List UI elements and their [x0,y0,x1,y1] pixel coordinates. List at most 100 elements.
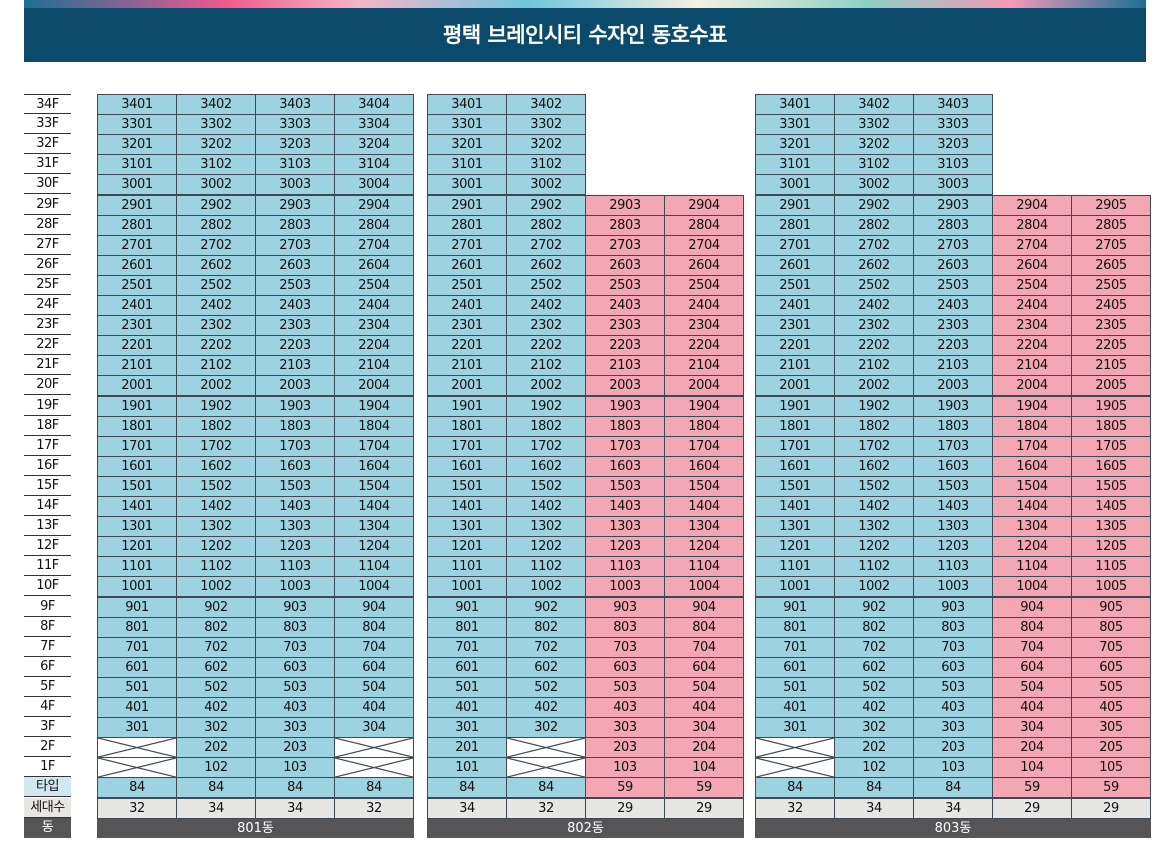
unit-cell: 2905 [1071,194,1151,216]
unit-cell: 2104 [334,355,414,377]
unit-cell: 602 [834,656,914,678]
unit-cell: 3101 [427,154,507,176]
floor-label: 20F [24,375,71,396]
unit-cell: 2204 [664,335,744,357]
unit-cell: 1304 [664,516,744,538]
unit-cell: 1202 [506,536,586,558]
empty-unit-cell [506,737,586,759]
unit-cell: 204 [992,737,1072,759]
empty-unit-cell [755,757,835,779]
unit-cell: 704 [334,636,414,658]
unit-cell: 1502 [176,475,256,497]
unit-cell: 804 [334,616,414,638]
unit-cell: 1102 [834,556,914,578]
unit-cell: 2101 [755,355,835,377]
no-unit-cross-icon [98,758,176,777]
unit-cell: 2303 [913,315,993,337]
unit-cell: 1501 [97,475,177,497]
unit-cell: 1002 [834,576,914,598]
unit-cell: 601 [755,656,835,678]
unit-cell: 702 [506,636,586,658]
unit-cell: 2902 [834,194,914,216]
unit-cell: 2102 [834,355,914,377]
unit-cell: 2401 [97,295,177,317]
unit-cell: 1603 [913,455,993,477]
unit-cell: 104 [664,757,744,779]
unit-cell: 1601 [755,455,835,477]
unit-cell: 1004 [664,576,744,598]
unit-cell: 3403 [255,94,335,116]
unit-cell: 1001 [427,576,507,598]
unit-cell: 2102 [506,355,586,377]
unit-cell: 1902 [506,395,586,417]
unit-cell: 1804 [664,415,744,437]
unit-cell: 1901 [755,395,835,417]
floor-label: 16F [24,456,71,476]
unit-cell: 1703 [585,435,665,457]
unit-cell: 603 [585,656,665,678]
unit-cell: 2004 [992,375,1072,397]
no-unit-cross-icon [335,758,413,777]
unit-cell: 2204 [992,335,1072,357]
floor-label: 5F [24,677,71,697]
building-name-bar: 802동 [427,818,744,838]
floor-label: 7F [24,637,71,657]
unit-cell: 504 [334,676,414,698]
unit-cell: 803 [585,616,665,638]
empty-unit-cell [755,737,835,759]
unit-cell: 2002 [506,375,586,397]
unit-cell: 2803 [913,214,993,236]
unit-cell: 1803 [585,415,665,437]
household-count-cell: 29 [992,797,1072,819]
unit-cell: 3404 [334,94,414,116]
unit-cell: 503 [585,676,665,698]
unit-cell: 502 [834,676,914,698]
page-title: 평택 브레인시티 수자인 동호수표 [443,23,727,47]
unit-cell: 803 [255,616,335,638]
unit-cell: 2301 [97,315,177,337]
unit-cell: 2201 [755,335,835,357]
unit-cell: 1004 [334,576,414,598]
unit-cell: 3203 [255,134,335,156]
unit-cell: 2402 [834,295,914,317]
unit-cell: 1401 [755,496,835,518]
unit-cell: 1804 [992,415,1072,437]
unit-cell: 2901 [97,194,177,216]
unit-cell: 2103 [255,355,335,377]
unit-cell: 101 [427,757,507,779]
unit-cell: 1903 [255,395,335,417]
unit-cell: 3402 [506,94,586,116]
unit-cell: 3301 [755,114,835,136]
unit-cell: 2003 [585,375,665,397]
unit-cell: 1402 [834,496,914,518]
unit-cell: 504 [664,676,744,698]
unit-cell: 1403 [585,496,665,518]
unit-cell: 2004 [334,375,414,397]
unit-cell: 103 [913,757,993,779]
unit-cell: 3103 [255,154,335,176]
unit-cell: 804 [664,616,744,638]
unit-cell: 1102 [176,556,256,578]
floor-label: 22F [24,335,71,356]
floor-label: 12F [24,536,71,557]
unit-cell: 701 [427,636,507,658]
unit-cell: 901 [427,596,507,618]
unit-cell: 1404 [664,496,744,518]
unit-cell: 2205 [1071,335,1151,357]
unit-cell: 2403 [913,295,993,317]
unit-cell: 1304 [992,516,1072,538]
unit-cell: 2601 [97,254,177,276]
unit-type-cell: 84 [255,777,335,799]
unit-cell: 3403 [913,94,993,116]
unit-cell: 1103 [913,556,993,578]
unit-type-cell: 84 [176,777,256,799]
unit-cell: 2402 [506,295,586,317]
unit-cell: 1103 [255,556,335,578]
unit-cell: 2502 [176,274,256,296]
unit-cell: 2703 [255,234,335,256]
unit-cell: 3101 [755,154,835,176]
unit-cell: 2104 [664,355,744,377]
unit-cell: 2903 [255,194,335,216]
unit-cell: 1903 [913,395,993,417]
unit-type-cell: 84 [334,777,414,799]
